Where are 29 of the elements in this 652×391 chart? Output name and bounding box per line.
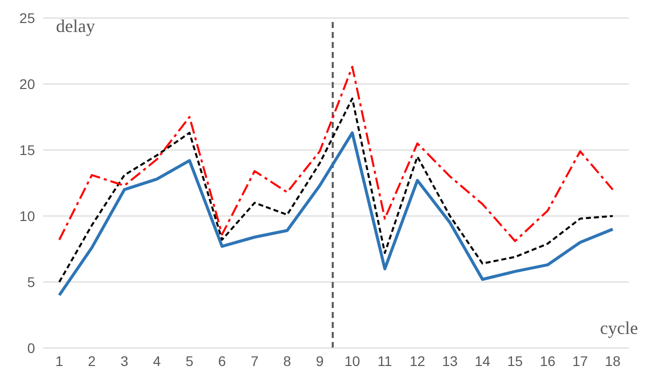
x-tick-label: 1 [55,352,64,369]
x-tick-label: 12 [410,352,426,369]
x-tick-label: 5 [186,352,194,369]
x-tick-label: 4 [153,352,162,369]
y-tick-label: 20 [19,76,36,92]
x-tick-label: 9 [316,352,324,369]
x-tick-label: 16 [540,352,556,369]
y-tick-label: 15 [19,142,36,158]
x-tick-label: 2 [88,352,96,369]
x-tick-label: 3 [120,352,128,369]
y-tick-label: 10 [19,208,36,224]
y-tick-label: 25 [19,10,36,26]
x-tick-label: 15 [507,352,524,369]
y-tick-label: 5 [27,274,36,290]
line-series [58,66,614,242]
x-tick-label: 8 [283,352,292,369]
x-tick-label: 17 [572,352,588,369]
y-tick-label: 0 [27,340,36,356]
x-tick-label: 6 [218,352,226,369]
x-tick-label: 10 [344,352,360,369]
x-axis-title: cycle [600,318,638,339]
y-axis-title: delay [56,16,95,37]
x-tick-label: 11 [378,352,392,369]
x-tick-label: 18 [604,352,621,369]
x-tick-label: 13 [442,352,458,369]
x-tick-label: 7 [250,352,259,369]
x-tick-label: 14 [474,352,490,369]
line-series [58,98,614,283]
line-series [58,131,614,297]
